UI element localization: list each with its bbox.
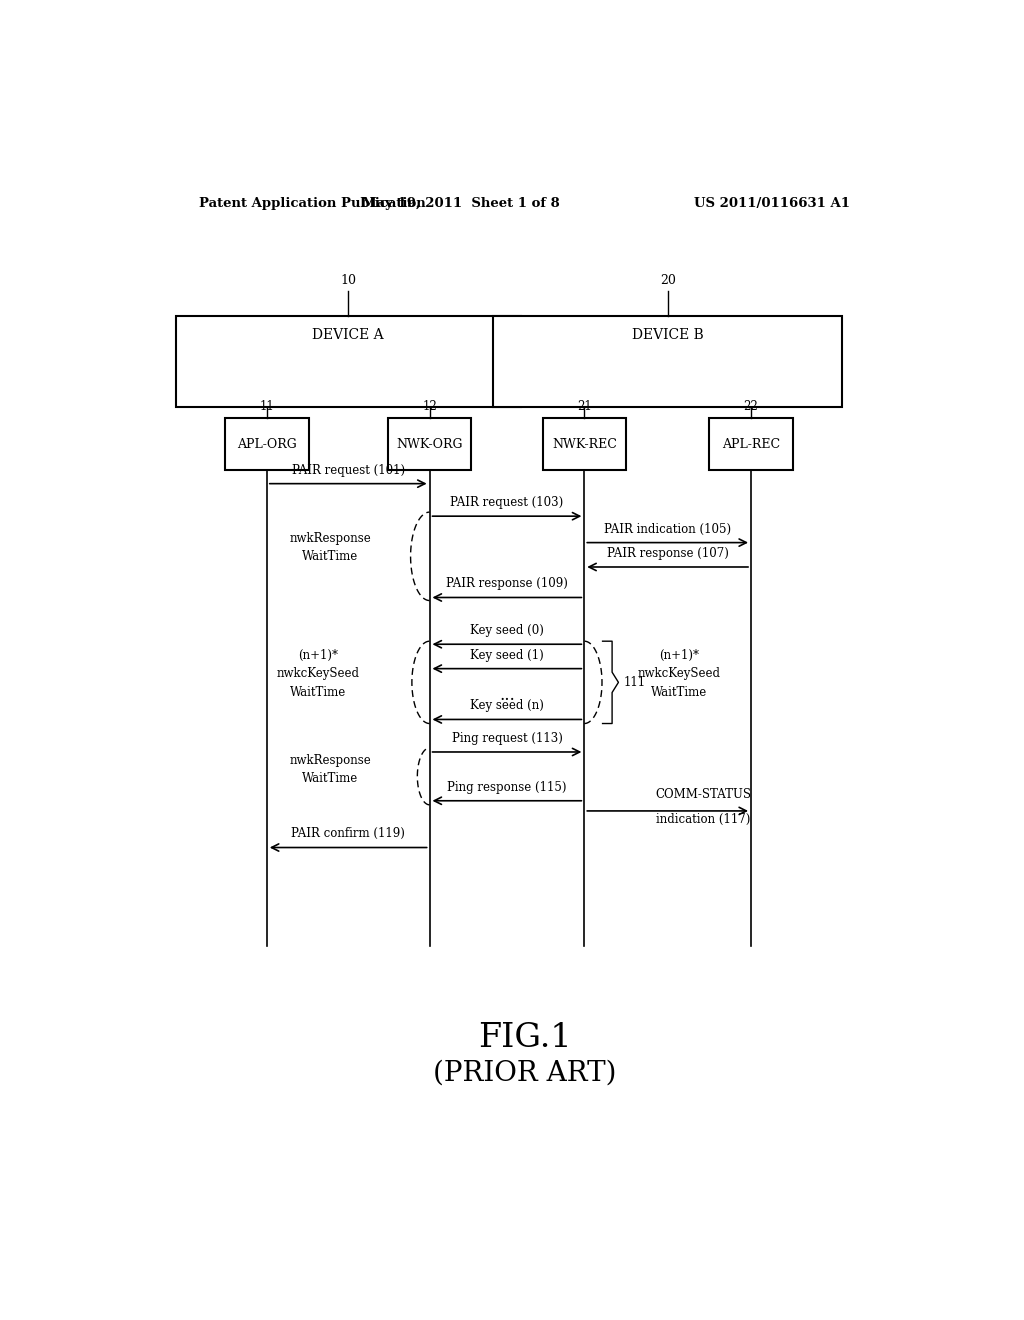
Text: Ping response (115): Ping response (115)	[447, 780, 566, 793]
Text: 21: 21	[577, 400, 592, 412]
Text: 20: 20	[659, 275, 676, 288]
Text: PAIR indication (105): PAIR indication (105)	[604, 523, 731, 536]
Text: Key seed (n): Key seed (n)	[470, 700, 544, 713]
Text: 12: 12	[422, 400, 437, 412]
Bar	[176, 315, 521, 408]
Text: PAIR confirm (119): PAIR confirm (119)	[291, 828, 406, 841]
Text: PAIR response (109): PAIR response (109)	[446, 577, 568, 590]
Text: 11: 11	[259, 400, 274, 412]
Text: NWK-REC: NWK-REC	[552, 437, 616, 450]
Text: NWK-ORG: NWK-ORG	[396, 437, 463, 450]
Bar	[494, 315, 842, 408]
Text: PAIR request (101): PAIR request (101)	[292, 463, 404, 477]
Text: nwkResponse: nwkResponse	[290, 754, 372, 767]
Text: (n+1)*: (n+1)*	[298, 649, 339, 661]
Text: WaitTime: WaitTime	[302, 772, 358, 785]
Text: 22: 22	[743, 400, 759, 412]
Text: US 2011/0116631 A1: US 2011/0116631 A1	[694, 197, 850, 210]
Text: nwkcKeySeed: nwkcKeySeed	[276, 667, 360, 680]
Bar	[388, 417, 471, 470]
Text: (n+1)*: (n+1)*	[659, 649, 699, 661]
Text: ...: ...	[499, 686, 515, 704]
Text: WaitTime: WaitTime	[302, 550, 358, 564]
Text: APL-REC: APL-REC	[722, 437, 780, 450]
Text: DEVICE B: DEVICE B	[632, 329, 703, 342]
Text: PAIR request (103): PAIR request (103)	[451, 496, 563, 510]
Text: nwkcKeySeed: nwkcKeySeed	[638, 667, 721, 680]
Text: nwkResponse: nwkResponse	[290, 532, 372, 545]
Text: 111: 111	[624, 676, 645, 689]
Text: APL-ORG: APL-ORG	[237, 437, 297, 450]
Text: (PRIOR ART): (PRIOR ART)	[433, 1060, 616, 1086]
Text: 10: 10	[340, 275, 356, 288]
Text: FIG.1: FIG.1	[478, 1022, 571, 1053]
Text: indication (117): indication (117)	[656, 813, 751, 826]
Bar	[543, 417, 626, 470]
Text: WaitTime: WaitTime	[291, 685, 346, 698]
Text: DEVICE A: DEVICE A	[312, 329, 384, 342]
Text: May 19, 2011  Sheet 1 of 8: May 19, 2011 Sheet 1 of 8	[362, 197, 560, 210]
Text: Key seed (0): Key seed (0)	[470, 624, 544, 638]
Text: PAIR response (107): PAIR response (107)	[606, 546, 729, 560]
Text: Ping request (113): Ping request (113)	[452, 731, 562, 744]
Bar	[225, 417, 308, 470]
Text: COMM-STATUS: COMM-STATUS	[655, 788, 752, 801]
Text: Key seed (1): Key seed (1)	[470, 648, 544, 661]
Text: Patent Application Publication: Patent Application Publication	[200, 197, 426, 210]
Bar	[710, 417, 793, 470]
Text: WaitTime: WaitTime	[651, 685, 708, 698]
